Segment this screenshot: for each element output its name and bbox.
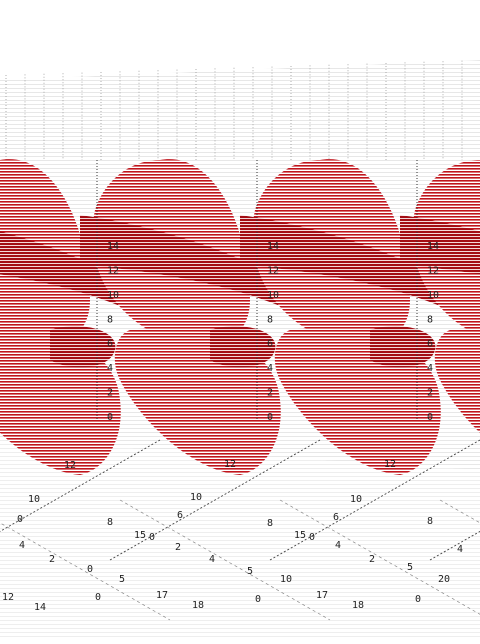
floor-tick-label: 0 — [309, 532, 315, 543]
surface-dark-blob — [370, 326, 436, 368]
z-tick-label: 10 — [427, 290, 439, 301]
z-tick-label: 6 — [427, 339, 433, 350]
z-tick-label: 4 — [267, 363, 273, 374]
floor-tick-label: 4 — [19, 540, 25, 551]
z-tick-label: 2 — [107, 388, 113, 399]
floor-tick-label: 14 — [34, 602, 46, 613]
floor-tick-label: 10 — [280, 574, 292, 585]
surface-panel-1 — [0, 159, 140, 475]
floor-plane — [0, 440, 480, 640]
z-tick-label: 2 — [267, 388, 273, 399]
z-tick-label: 12 — [427, 265, 439, 276]
floor-tick-label: 20 — [438, 574, 450, 585]
surface-ridge — [240, 215, 460, 315]
floor-tick-label: 18 — [352, 600, 364, 611]
floor-tick-label: 0 — [17, 514, 23, 525]
floor-tick-label: 5 — [407, 562, 413, 573]
floor-tick-label: 6 — [177, 510, 183, 521]
floor-tick-label: 0 — [149, 532, 155, 543]
surface-panel-2 — [80, 159, 300, 475]
floor-tick-label: 17 — [316, 590, 328, 601]
floor-tick-label: 8 — [107, 517, 113, 528]
floor-tick-label: 8 — [267, 518, 273, 529]
floor-tick-label: 2 — [49, 554, 55, 565]
floor-tick-label: 8 — [427, 516, 433, 527]
surface-panel-3 — [240, 159, 460, 475]
surface-dark-blob — [210, 326, 276, 368]
surface-ridge — [0, 231, 140, 315]
floor-tick-label: 2 — [175, 542, 181, 553]
floor-tick-label: 12 — [64, 460, 76, 471]
z-tick-label: 8 — [427, 314, 433, 325]
z-tick-label: 12 — [107, 265, 119, 276]
floor-tick-label: 5 — [119, 574, 125, 585]
floor-axis-line — [279, 499, 480, 615]
floor-tick-label: 0 — [95, 592, 101, 603]
floor-tick-label: 5 — [247, 566, 253, 577]
z-tick-label: 0 — [267, 412, 273, 423]
z-tick-label: 0 — [427, 412, 433, 423]
floor-axis-line — [119, 499, 331, 621]
floor-tick-label: 12 — [384, 459, 396, 470]
floor-tick-label: 15 — [134, 530, 146, 541]
floor-tick-label: 15 — [294, 530, 306, 541]
surface-lobe-lower — [434, 327, 480, 433]
floor-tick-label: 0 — [255, 594, 261, 605]
floor-tick-label: 10 — [350, 494, 362, 505]
surface-panel-4 — [400, 160, 480, 433]
floor-tick-label: 6 — [333, 512, 339, 523]
floor-tick-label: 10 — [190, 492, 202, 503]
z-tick-label: 2 — [427, 388, 433, 399]
floor-axis-line — [0, 439, 161, 532]
z-tick-label: 14 — [267, 241, 279, 252]
z-tick-label: 4 — [427, 363, 433, 374]
z-tick-label: 0 — [107, 412, 113, 423]
floor-tick-label: 0 — [415, 594, 421, 605]
z-tick-label: 4 — [107, 363, 113, 374]
surface-ridge — [400, 215, 480, 275]
z-tick-label: 8 — [267, 314, 273, 325]
z-tick-label: 6 — [267, 339, 273, 350]
z-tick-label: 6 — [107, 339, 113, 350]
surface-dark-blob — [50, 326, 116, 368]
surface-ridge — [80, 215, 300, 315]
floor-tick-label: 4 — [335, 540, 341, 551]
floor-tick-label: 2 — [369, 554, 375, 565]
z-tick-label: 10 — [267, 290, 279, 301]
z-tick-label: 10 — [107, 290, 119, 301]
floor-axis-line — [269, 439, 480, 561]
floor-axis-line — [429, 530, 480, 561]
floor-tick-label: 0 — [87, 564, 93, 575]
floor-tick-label: 4 — [209, 554, 215, 565]
floor-axis-line — [0, 522, 171, 621]
floor-tick-label: 12 — [224, 459, 236, 470]
floor-tick-label: 12 — [2, 592, 14, 603]
floor-tick-label: 4 — [457, 544, 463, 555]
z-tick-label: 12 — [267, 265, 279, 276]
z-tick-label: 14 — [107, 241, 119, 252]
floor-axis-line — [109, 439, 321, 561]
floor-tick-label: 18 — [192, 600, 204, 611]
z-tick-label: 8 — [107, 314, 113, 325]
floor-tick-label: 17 — [156, 590, 168, 601]
z-tick-label: 14 — [427, 241, 439, 252]
floor-tick-label: 10 — [28, 494, 40, 505]
